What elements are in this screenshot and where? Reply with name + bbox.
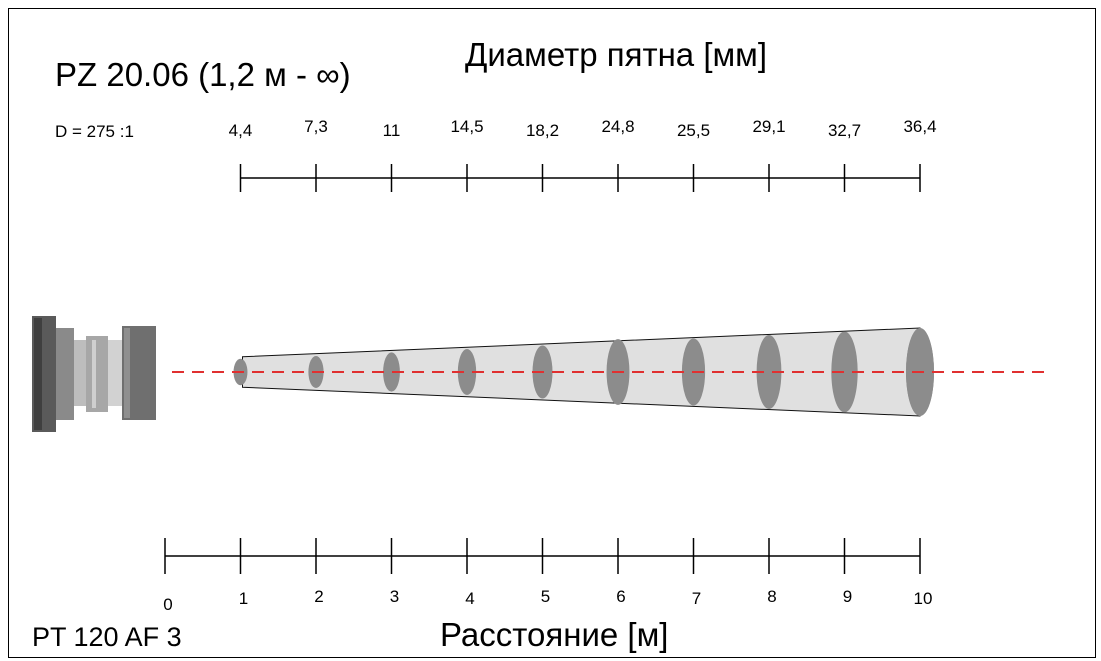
distance-heading: Расстояние [м]	[440, 616, 668, 653]
distance-tick-label: 2	[314, 587, 323, 606]
distance-tick-label: 1	[239, 589, 248, 608]
spot-diameter-label: 7,3	[304, 117, 328, 136]
spot-diameter-label: 14,5	[450, 117, 483, 136]
distance-tick-label: 3	[390, 587, 399, 606]
spot-diameter-label: 24,8	[601, 117, 634, 136]
spot-diameter-label: 18,2	[526, 121, 559, 140]
distance-ratio-label: D = 275 :1	[55, 122, 134, 141]
spot-diameter-heading: Диаметр пятна [мм]	[465, 36, 767, 73]
distance-tick-label: 6	[616, 587, 625, 606]
diagram-frame	[8, 8, 1096, 658]
distance-tick-label: 8	[767, 587, 776, 606]
spot-ellipse-8	[756, 335, 782, 409]
distance-tick-label: 4	[465, 589, 474, 608]
model-label: PT 120 AF 3	[32, 622, 182, 652]
spot-diameter-label: 25,5	[677, 121, 710, 140]
spot-diameter-label: 11	[383, 121, 401, 140]
distance-tick-label: 10	[914, 589, 933, 608]
spot-ellipse-3	[383, 352, 400, 392]
distance-tick-label: 9	[843, 587, 852, 606]
distance-tick-label: 0	[163, 595, 172, 614]
spot-diameter-label: 29,1	[752, 117, 785, 136]
distance-tick-label: 7	[692, 589, 701, 608]
spot-diameter-label: 36,4	[903, 117, 936, 136]
distance-tick-label: 5	[541, 587, 550, 606]
chart-title: PZ 20.06 (1,2 м - ∞)	[55, 56, 351, 93]
spot-ellipse-9	[831, 331, 858, 413]
spot-ellipse-4	[457, 349, 477, 395]
spot-diameter-label: 4,4	[229, 121, 253, 140]
pyrometer-lens-icon	[32, 316, 156, 432]
spot-diameter-label: 32,7	[828, 121, 861, 140]
